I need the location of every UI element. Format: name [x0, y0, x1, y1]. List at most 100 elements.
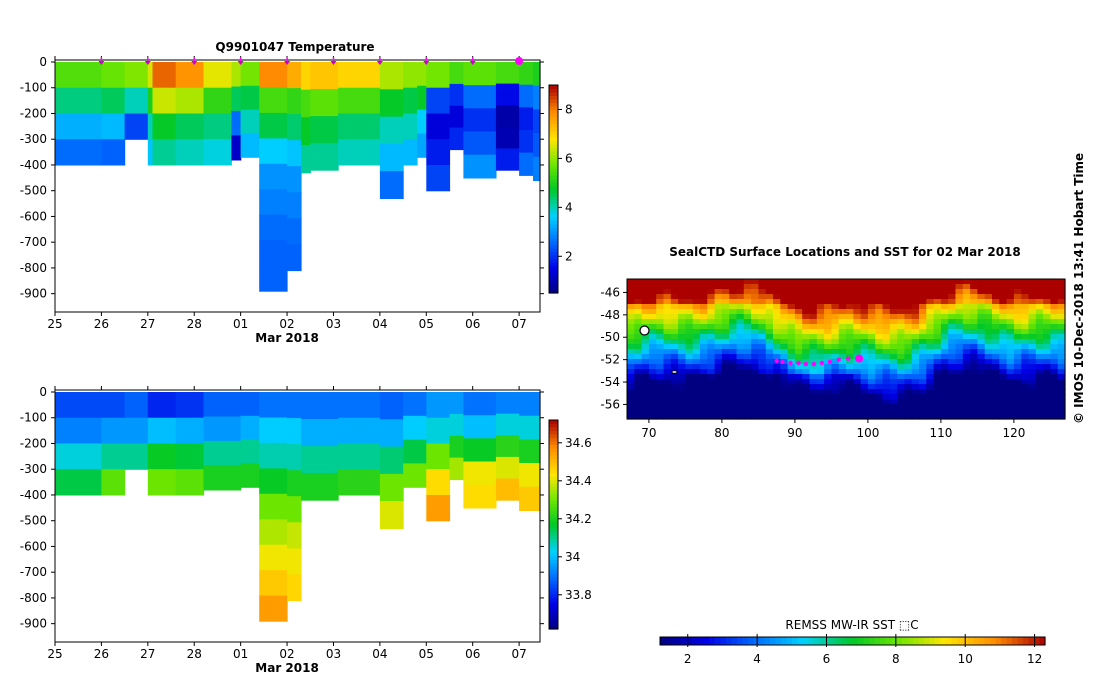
sst-cell — [729, 354, 738, 360]
sst-cell — [860, 374, 869, 380]
sst-cell — [634, 364, 643, 370]
sst-cell — [926, 324, 935, 330]
sst-cell — [875, 414, 884, 420]
sst-cell — [758, 404, 767, 410]
sst-colorbar-segment — [968, 637, 975, 645]
x-tick-label: 03 — [326, 317, 341, 331]
sst-cell — [1006, 384, 1015, 390]
sst-cell — [933, 334, 942, 340]
sst-cell — [1050, 384, 1059, 390]
sst-colorbar-segment — [742, 637, 749, 645]
sst-cell — [970, 344, 978, 350]
sst-cell — [678, 319, 686, 325]
sst-cell — [721, 314, 730, 320]
sst-cell — [627, 409, 635, 415]
sst-cell — [634, 289, 643, 295]
sst-cell — [1050, 379, 1059, 385]
sst-cell — [758, 324, 767, 330]
sst-cell — [897, 289, 905, 295]
sst-cell — [911, 279, 920, 285]
sst-cell — [926, 354, 935, 360]
sst-cell — [824, 339, 832, 345]
data-cell — [403, 139, 418, 166]
colorbar-segment — [549, 562, 558, 567]
data-cell — [55, 392, 102, 419]
sst-cell — [984, 349, 993, 355]
colorbar-segment — [549, 88, 558, 93]
sst-cell — [1043, 319, 1051, 325]
sst-cell — [897, 394, 905, 400]
sst-cell — [678, 374, 686, 380]
sst-cell — [685, 304, 694, 310]
sst-cell — [641, 334, 650, 340]
y-tick-label: -400 — [20, 158, 47, 172]
data-cell — [287, 192, 302, 219]
data-cell — [463, 85, 497, 109]
sst-cell — [736, 284, 745, 290]
sst-cell — [992, 349, 1000, 355]
colorbar-segment — [549, 548, 558, 553]
sst-cell — [692, 319, 701, 325]
y-tick-label: -900 — [20, 287, 47, 301]
sst-cell — [919, 299, 927, 305]
sst-cell — [736, 329, 745, 335]
sst-cell — [670, 374, 679, 380]
sst-cell — [1013, 289, 1022, 295]
colorbar-segment — [549, 91, 558, 96]
sst-cell — [955, 344, 964, 350]
sst-cell — [685, 314, 694, 320]
sst-cell — [692, 364, 701, 370]
sst-colorbar-segment — [973, 637, 980, 645]
sst-cell — [773, 399, 781, 405]
data-cell — [101, 392, 126, 419]
sst-cell — [970, 374, 978, 380]
data-cell — [152, 113, 177, 140]
sst-colorbar-segment — [858, 637, 865, 645]
data-cell — [379, 116, 404, 145]
sst-cell — [955, 314, 964, 320]
sst-cell — [948, 409, 957, 415]
seal-position-marker — [855, 354, 864, 363]
sst-cell — [992, 279, 1000, 285]
sst-cell — [1057, 389, 1066, 395]
sst-cell — [1006, 339, 1015, 345]
sst-cell — [794, 334, 803, 340]
sst-cell — [882, 354, 891, 360]
sst-colorbar-segment — [1023, 637, 1030, 645]
sst-cell — [955, 384, 964, 390]
sst-cell — [919, 314, 927, 320]
sst-cell — [1050, 414, 1059, 420]
data-cell — [101, 469, 126, 496]
sst-cell — [787, 404, 796, 410]
sst-cell — [882, 409, 891, 415]
sst-cell — [867, 399, 876, 405]
sst-cell — [1013, 279, 1022, 285]
sst-cell — [736, 324, 745, 330]
sst-colorbar-tick-label: 8 — [892, 652, 900, 666]
sst-cell — [714, 344, 723, 350]
sst-cell — [824, 284, 832, 290]
sst-cell — [627, 359, 635, 365]
sst-cell — [1035, 304, 1044, 310]
sst-cell — [685, 389, 694, 395]
data-cell — [147, 62, 153, 89]
sst-cell — [809, 354, 818, 360]
sst-cell — [853, 319, 862, 325]
sst-cell — [707, 294, 716, 300]
sst-colorbar-segment — [841, 637, 848, 645]
sst-cell — [787, 339, 796, 345]
seal-position-marker — [774, 358, 779, 363]
sst-cell — [736, 309, 745, 315]
sst-cell — [802, 279, 811, 285]
sst-cell — [656, 364, 665, 370]
sst-cell — [656, 319, 665, 325]
sst-cell — [831, 384, 840, 390]
sst-cell — [714, 294, 723, 300]
sst-colorbar-segment — [781, 637, 788, 645]
sst-cell — [984, 414, 993, 420]
data-cell — [519, 62, 534, 86]
sst-cell — [911, 344, 920, 350]
data-cell — [147, 417, 177, 444]
sst-cell — [714, 414, 723, 420]
sst-cell — [743, 319, 752, 325]
